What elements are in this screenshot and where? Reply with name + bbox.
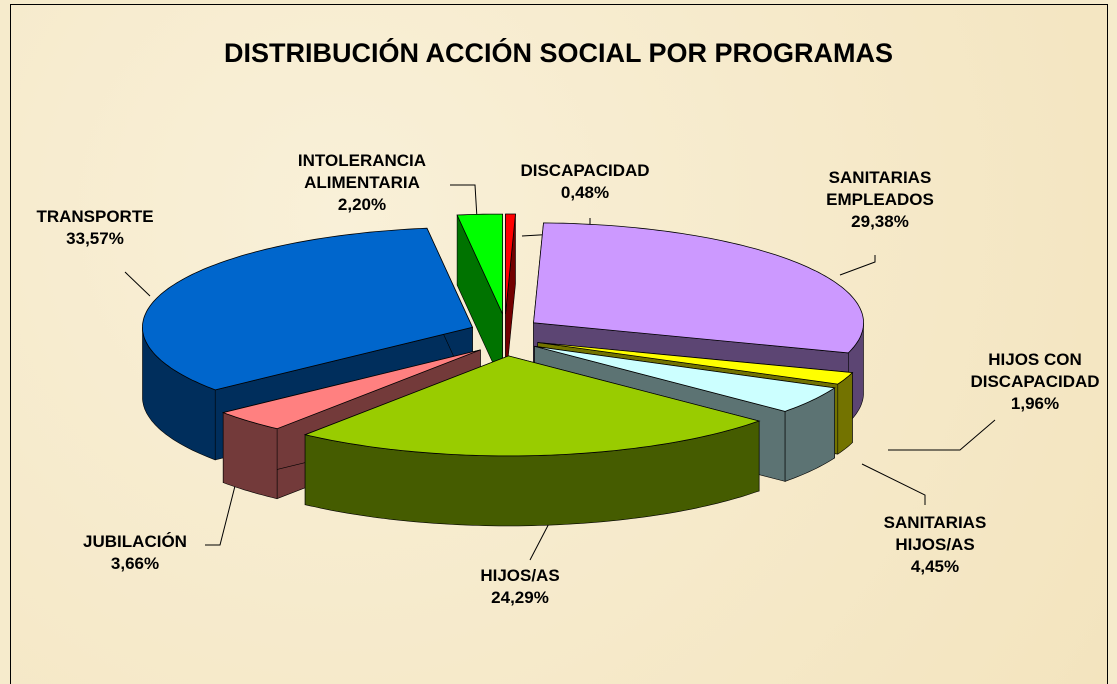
label-name: SANITARIAS EMPLEADOS	[826, 168, 934, 209]
slice	[456, 213, 504, 315]
label-name: DISCAPACIDAD	[520, 161, 650, 180]
data-label: DISCAPACIDAD 0,48%	[510, 160, 660, 204]
chart-title: DISTRIBUCIÓN ACCIÓN SOCIAL POR PROGRAMAS	[223, 38, 894, 68]
data-label: TRANSPORTE 33,57%	[20, 206, 170, 250]
slice	[303, 355, 761, 457]
leader-line	[861, 463, 926, 505]
data-label: HIJOS CON DISCAPACIDAD 1,96%	[960, 349, 1110, 415]
data-label: HIJOS/AS 24,29%	[445, 565, 595, 609]
slice-wall	[837, 371, 853, 455]
label-name: SANITARIAS HIJOS/AS	[883, 513, 987, 554]
leader-line	[888, 419, 996, 451]
leader-line	[124, 271, 151, 297]
data-label: SANITARIAS EMPLEADOS 29,38%	[805, 167, 955, 233]
leader-line	[205, 481, 237, 546]
label-value: 0,48%	[560, 183, 610, 202]
label-value: 33,57%	[66, 229, 124, 248]
slice	[537, 342, 854, 385]
data-label: JUBILACIÓN 3,66%	[60, 531, 210, 575]
label-name: TRANSPORTE	[36, 207, 154, 226]
data-label: SANITARIAS HIJOS/AS 4,45%	[860, 512, 1010, 578]
label-name: HIJOS CON DISCAPACIDAD	[970, 350, 1100, 391]
slice	[142, 227, 474, 391]
leader-line	[839, 255, 876, 276]
slice	[505, 213, 516, 315]
label-value: 2,20%	[337, 195, 387, 214]
label-value: 4,45%	[910, 557, 960, 576]
label-name: HIJOS/AS	[480, 566, 560, 585]
label-name: INTOLERANCIA ALIMENTARIA	[297, 151, 427, 192]
data-label: INTOLERANCIA ALIMENTARIA 2,20%	[287, 150, 437, 216]
label-value: 29,38%	[851, 212, 909, 231]
label-name: JUBILACIÓN	[83, 532, 187, 551]
label-value: 1,96%	[1010, 394, 1060, 413]
slice	[221, 349, 481, 430]
label-value: 24,29%	[491, 588, 549, 607]
slice	[533, 222, 864, 354]
slice	[534, 345, 836, 412]
label-value: 3,66%	[110, 554, 160, 573]
